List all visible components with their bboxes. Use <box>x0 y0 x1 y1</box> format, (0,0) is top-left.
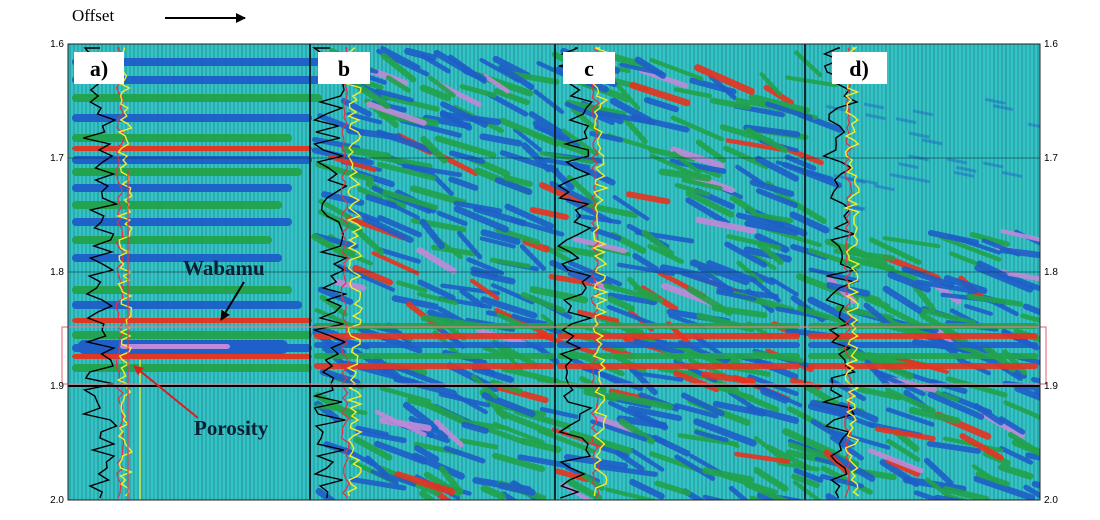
tick-label-right: 1.6 <box>1044 39 1058 50</box>
wabamu-arrow-icon <box>220 281 245 321</box>
tick-label-left: 1.9 <box>50 381 64 392</box>
right-time-axis: 1.6 1.7 1.8 1.9 2.0 <box>1044 39 1058 506</box>
tick-label-right: 2.0 <box>1044 495 1058 506</box>
panel-label-b: b <box>318 52 370 84</box>
tick-label-right: 1.7 <box>1044 153 1058 164</box>
svg-text:a): a) <box>90 56 108 81</box>
tick-label-right: 1.8 <box>1044 267 1058 278</box>
offset-label: Offset <box>72 6 115 25</box>
tick-label-left: 1.6 <box>50 39 64 50</box>
svg-text:d): d) <box>849 56 869 81</box>
porosity-zone-box <box>61 326 1047 385</box>
tick-label-left: 1.7 <box>50 153 64 164</box>
panel-label-c: c <box>563 52 615 84</box>
panel-label-a: a) <box>74 52 124 84</box>
tick-label-right: 1.9 <box>1044 381 1058 392</box>
time-gridlines <box>68 157 1040 387</box>
tick-label-left: 2.0 <box>50 495 64 506</box>
left-time-axis: 1.6 1.7 1.8 1.9 2.0 <box>50 39 64 506</box>
tick-label-left: 1.8 <box>50 267 64 278</box>
wabamu-label: Wabamu <box>183 256 265 280</box>
svg-text:b: b <box>338 56 350 81</box>
panel-label-d: d) <box>832 52 887 84</box>
well-log-curves <box>81 47 861 500</box>
porosity-label: Porosity <box>194 416 269 440</box>
plot-frame <box>67 43 1041 501</box>
svg-text:c: c <box>584 56 594 81</box>
reflection-events <box>72 44 1040 500</box>
porosity-arrow-icon <box>133 365 199 419</box>
